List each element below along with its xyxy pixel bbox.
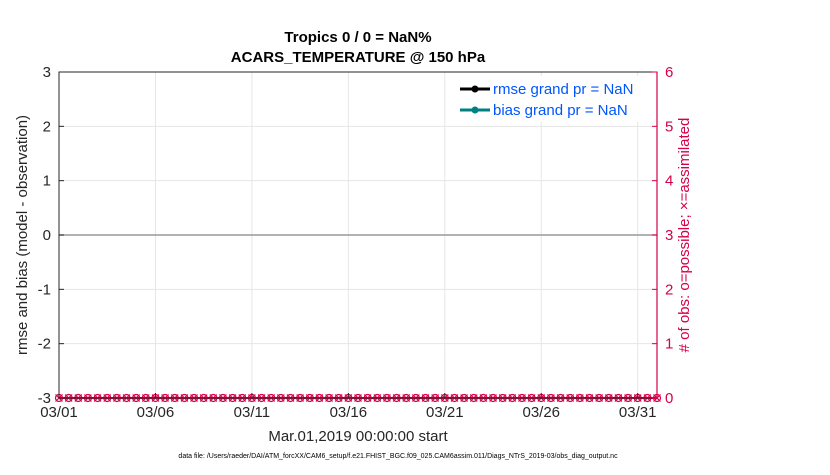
data-file-footnote: data file: /Users/raeder/DAI/ATM_forcXX/… (178, 453, 618, 460)
chart-title-line1: Tropics 0 / 0 = NaN% (284, 29, 431, 46)
legend-entry-bias: bias grand pr = NaN (460, 102, 628, 119)
y-left-tick-label: 2 (43, 118, 51, 135)
x-tick-label: 03/01 (40, 404, 78, 421)
y-right-tick-label: 2 (665, 281, 673, 298)
chart-title-line2: ACARS_TEMPERATURE @ 150 hPa (231, 49, 486, 66)
legend-entry-rmse: rmse grand pr = NaN (460, 81, 633, 98)
x-tick-label: 03/26 (522, 404, 560, 421)
y-left-tick-label: 0 (43, 227, 51, 244)
legend-rmse-label: rmse grand pr = NaN (493, 81, 633, 98)
x-tick-label: 03/31 (619, 404, 657, 421)
legend-bias-label: bias grand pr = NaN (493, 102, 628, 119)
legend-bias-marker (471, 106, 479, 114)
y-right-tick-label: 4 (665, 173, 673, 190)
y-right-tick-label: 6 (665, 64, 673, 81)
y-right-tick-label: 0 (665, 390, 673, 407)
y-axis-right-label: # of obs: o=possible; ×=assimilated (676, 118, 693, 353)
y-axis-left-label: rmse and bias (model - observation) (14, 115, 31, 355)
x-tick-label: 03/21 (426, 404, 464, 421)
x-tick-label: 03/16 (330, 404, 368, 421)
legend: rmse grand pr = NaN bias grand pr = NaN (455, 76, 647, 122)
y-left-tick-label: -3 (38, 390, 51, 407)
x-axis-label: Mar.01,2019 00:00:00 start (268, 428, 448, 445)
y-axis-left-ticks: 3 2 1 0 -1 -2 -3 (38, 64, 64, 407)
y-right-tick-label: 1 (665, 336, 673, 353)
y-left-tick-label: 3 (43, 64, 51, 81)
y-right-tick-label: 5 (665, 118, 673, 135)
y-axis-right-ticks: 6 5 4 3 2 1 0 (652, 64, 673, 407)
legend-rmse-marker (471, 85, 479, 93)
x-axis-ticks: 03/01 03/06 03/11 03/16 03/21 03/26 03/31 (40, 393, 656, 421)
x-tick-label: 03/11 (234, 404, 270, 421)
legend-box (455, 76, 647, 122)
x-tick-label: 03/06 (137, 404, 175, 421)
y-right-tick-label: 3 (665, 227, 673, 244)
y-left-tick-label: -2 (38, 336, 51, 353)
y-left-tick-label: 1 (43, 173, 51, 190)
y-left-tick-label: -1 (38, 281, 51, 298)
